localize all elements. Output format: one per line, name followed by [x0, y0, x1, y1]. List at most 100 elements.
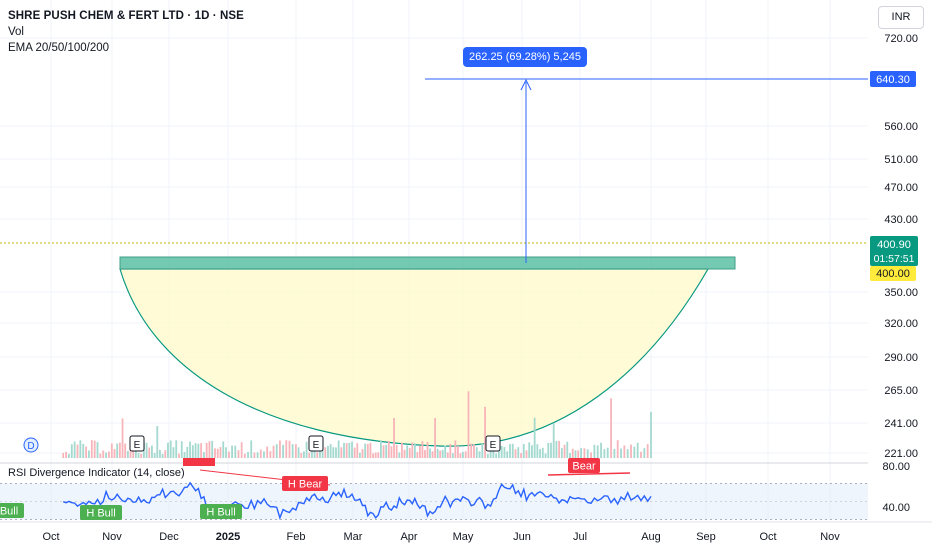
bear-divergence-line [547, 472, 631, 476]
volume-bar [520, 453, 522, 458]
earnings-marker [308, 435, 324, 452]
time-tick-label: Jun [513, 531, 531, 543]
ema-legend[interactable]: EMA 20/50/100/200 [8, 42, 110, 54]
volume-bar [531, 445, 533, 458]
volume-bar [633, 446, 636, 458]
volume-bar [580, 448, 582, 458]
volume-bar [269, 451, 272, 458]
price-tick-label: 221.00 [884, 448, 918, 460]
time-tick-label: Aug [641, 531, 661, 543]
volume-bar [169, 440, 172, 458]
symbol-title[interactable]: SHRE PUSH CHEM & FERT LTD · 1D · NSE [8, 10, 244, 22]
volume-bar [240, 442, 243, 458]
volume-bar [475, 447, 478, 458]
volume-bar [294, 444, 297, 458]
volume-bar [577, 450, 580, 458]
volume-bar [467, 391, 470, 458]
volume-bar [321, 444, 324, 458]
volume-bar [506, 451, 509, 458]
price-tick-label: 320.00 [884, 318, 918, 330]
price-tick-label: 560.00 [884, 121, 918, 133]
volume-bar [96, 442, 99, 458]
tag-h-bear: H Bear [288, 479, 323, 491]
volume-bar [200, 443, 203, 458]
volume-bar [451, 453, 454, 458]
volume-bar [247, 451, 249, 458]
volume-bar [175, 440, 178, 458]
volume-bar [603, 449, 606, 458]
volume-bar [343, 442, 345, 458]
volume-bar [563, 444, 566, 458]
measure-arrow-head [520, 78, 532, 91]
volume-bar [613, 448, 616, 458]
time-tick-label: Nov [820, 531, 840, 543]
volume-bar [353, 447, 356, 458]
volume-bar [140, 453, 143, 458]
volume-bar [550, 442, 552, 458]
tag-bear: Bear [572, 461, 596, 473]
tag-bear-bg [568, 458, 600, 473]
tag-h-bull-2: H Bull [206, 507, 235, 519]
volume-bar [272, 445, 275, 458]
volume-bar [441, 449, 444, 458]
time-tick-label: 2025 [216, 531, 240, 543]
volume-bar [416, 452, 419, 458]
volume-bar [88, 450, 90, 458]
volume-bar [366, 443, 369, 458]
volume-bar [250, 440, 253, 458]
currency-selector[interactable]: INR [878, 6, 924, 29]
volume-bar [189, 441, 191, 458]
volume-bar [429, 448, 431, 458]
volume-bar [351, 441, 353, 458]
volume-bar [90, 440, 93, 458]
volume-bar [486, 453, 489, 458]
volume-bar [73, 441, 76, 458]
earnings-marker [129, 435, 145, 452]
rsi-legend[interactable]: RSI Divergence Indicator (14, close) [8, 467, 185, 479]
volume-bar [137, 452, 140, 458]
volume-bar [208, 441, 211, 458]
time-tick-label: Mar [344, 531, 363, 543]
tag-h-bull-2-bg [200, 504, 242, 519]
volume-bar [439, 450, 442, 458]
volume-bar [560, 448, 563, 458]
volume-bar [225, 447, 227, 458]
volume-bar [583, 448, 586, 458]
volume-bar [348, 442, 351, 458]
volume-bar [380, 440, 382, 458]
volume-bar [214, 448, 216, 458]
volume-bar [596, 445, 599, 458]
volume-bar [263, 451, 265, 458]
volume-bar [541, 447, 544, 458]
volume-bar [113, 449, 116, 458]
price-tick-label: 241.00 [884, 418, 918, 430]
time-tick-label: Oct [42, 531, 59, 543]
volume-bar [186, 446, 189, 458]
volume-bar [324, 447, 327, 458]
volume-bar [462, 451, 464, 458]
dividend-label: D [27, 441, 34, 452]
volume-bar [411, 442, 414, 458]
volume-bar [525, 450, 528, 458]
volume-bar [571, 448, 574, 458]
volume-bar [401, 442, 403, 458]
volume-bar [211, 440, 214, 458]
volume-legend[interactable]: Vol [8, 26, 24, 38]
tag-h-bear-bg [282, 476, 328, 491]
volume-bar [161, 453, 164, 458]
countdown-label: 01:57:51 [874, 253, 915, 265]
volume-bar [395, 444, 398, 458]
cup-curve [119, 268, 710, 447]
volume-bar [626, 449, 629, 458]
volume-bar [421, 441, 424, 458]
volume-bar [116, 443, 119, 458]
volume-bar [102, 450, 105, 458]
price-tick-label: 470.00 [884, 182, 918, 194]
volume-bar [197, 443, 200, 458]
volume-bar [316, 452, 319, 458]
volume-bar [359, 452, 361, 458]
volume-bar [126, 450, 129, 458]
volume-bar [105, 452, 108, 458]
